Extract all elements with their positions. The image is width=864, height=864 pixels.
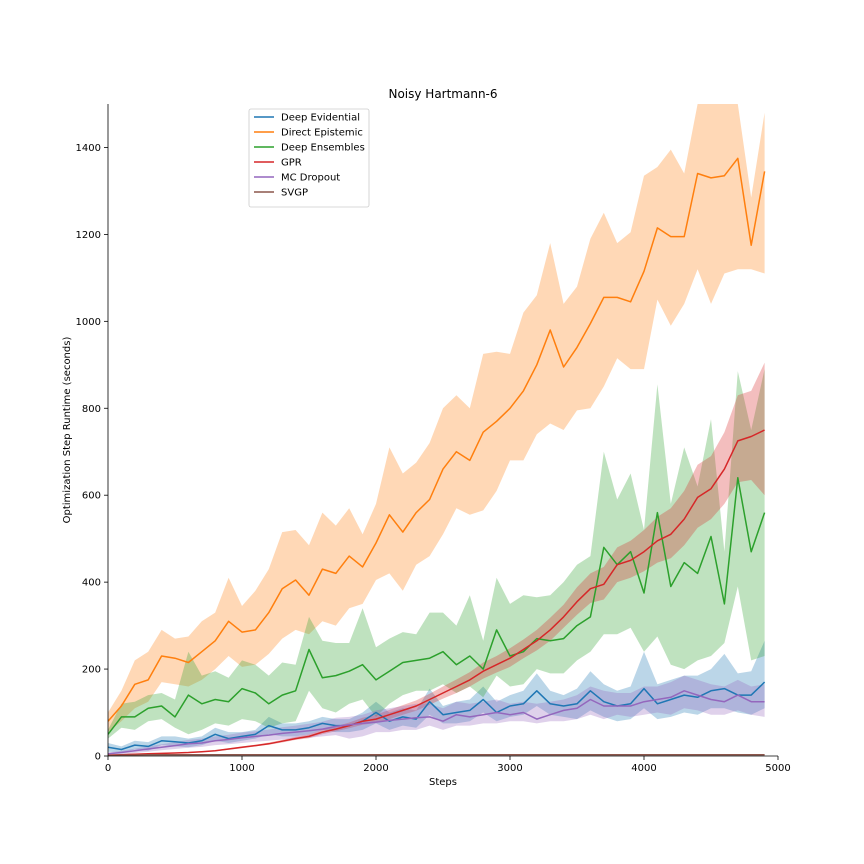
legend-label-deep-evidential: Deep Evidential: [281, 113, 360, 124]
x-axis-ticks: 0 1000 2000 3000 4000 5000: [105, 756, 791, 774]
x-tick-label: 4000: [631, 763, 656, 774]
x-axis-label: Steps: [429, 777, 457, 788]
x-tick-label: 1000: [229, 763, 254, 774]
legend-label-deep-ensembles: Deep Ensembles: [281, 143, 365, 154]
band-deep-evidential: [108, 640, 765, 753]
x-tick-label: 5000: [765, 763, 790, 774]
y-tick-label: 1000: [76, 317, 101, 328]
series-line-mc-dropout: [108, 690, 765, 755]
y-tick-label: 200: [82, 665, 101, 676]
confidence-bands: [108, 104, 765, 756]
legend-label-mc-dropout: MC Dropout: [281, 173, 340, 184]
x-tick-label: 2000: [363, 763, 388, 774]
axes: [107, 104, 778, 757]
series-line-svgp: [108, 753, 765, 756]
band-deep-ensembles: [108, 369, 765, 739]
x-tick-label: 3000: [497, 763, 522, 774]
y-tick-label: 1400: [76, 143, 101, 154]
x-tick-label: 0: [105, 763, 111, 774]
series-line-gpr: [108, 429, 765, 756]
legend: Deep Evidential Direct Epistemic Deep Ense…: [248, 108, 370, 208]
chart-title: Noisy Hartmann-6: [388, 87, 497, 101]
series-line-deep-evidential: [108, 681, 766, 751]
legend-frame: [248, 108, 370, 208]
y-tick-label: 800: [82, 404, 101, 415]
y-tick-label: 600: [82, 491, 101, 502]
legend-label-svgp: SVGP: [281, 188, 308, 199]
series-line-deep-ensembles: [108, 477, 766, 735]
series-lines: [108, 157, 766, 756]
y-tick-label: 1200: [76, 230, 101, 241]
legend-label-direct-epistemic: Direct Epistemic: [281, 128, 363, 139]
band-direct-epistemic: [108, 104, 765, 733]
series-line-direct-epistemic: [108, 157, 766, 722]
y-tick-label: 0: [95, 752, 101, 763]
y-axis-ticks: 0 200 400 600 800 1000 1200 1400: [76, 143, 108, 763]
y-tick-label: 400: [82, 578, 101, 589]
legend-label-gpr: GPR: [281, 158, 302, 169]
y-axis-label: Optimization Step Runtime (seconds): [62, 337, 73, 524]
